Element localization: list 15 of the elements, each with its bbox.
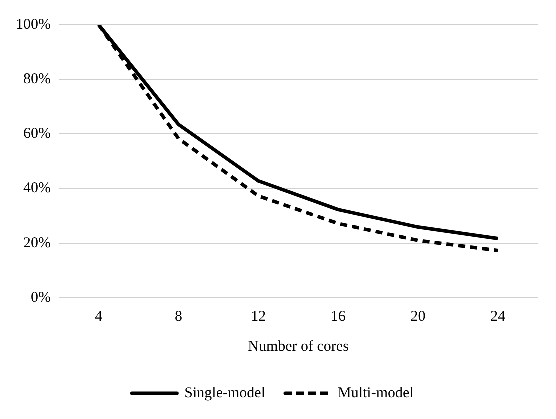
y-tick-label: 40%	[23, 180, 51, 197]
x-tick-label: 16	[330, 308, 346, 325]
legend-label: Multi-model	[338, 385, 414, 402]
x-axis-title: Number of cores	[248, 338, 350, 355]
x-tick-label: 12	[251, 308, 266, 325]
x-tick-label: 4	[95, 308, 104, 325]
y-tick-label: 0%	[30, 290, 51, 306]
legend-label: Single-model	[184, 385, 266, 402]
y-tick-label: 60%	[23, 126, 51, 142]
x-tick-label: 24	[490, 308, 506, 325]
y-tick-label: 80%	[23, 72, 51, 88]
y-tick-label: 100%	[16, 16, 51, 33]
x-tick-label: 8	[174, 308, 182, 325]
x-tick-label: 20	[410, 308, 426, 325]
y-tick-label: 20%	[23, 235, 51, 252]
